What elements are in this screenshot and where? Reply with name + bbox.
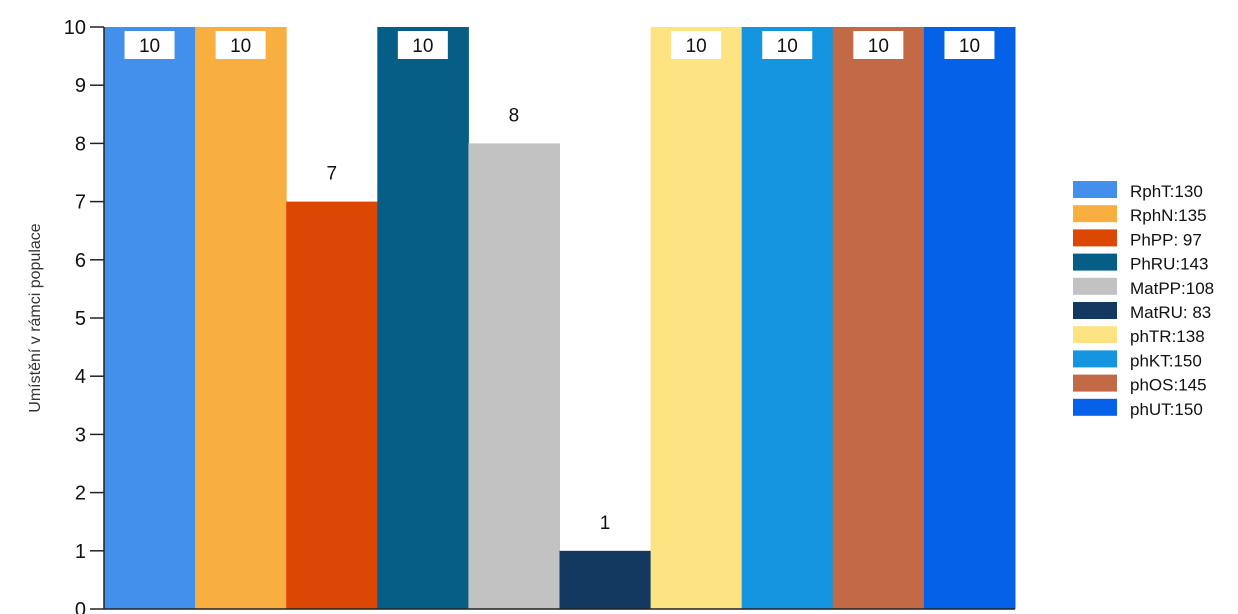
data-label-box xyxy=(397,31,448,59)
bar xyxy=(377,27,469,609)
y-axis-label: Umístění v rámci populace xyxy=(27,223,44,413)
legend-swatch xyxy=(1073,205,1117,223)
legend-swatch xyxy=(1073,350,1117,368)
data-label: 10 xyxy=(686,36,707,57)
legend-swatch xyxy=(1073,181,1117,198)
y-tick-label: 6 xyxy=(75,250,86,272)
data-label-box xyxy=(762,31,813,59)
bar xyxy=(468,143,560,609)
y-tick-label: 4 xyxy=(75,366,86,388)
bars-group xyxy=(104,27,1016,609)
y-axis: 0 1 2 3 4 5 6 7 8 9 10 xyxy=(64,17,1015,614)
legend-label: PhRU:143 xyxy=(1130,255,1208,274)
data-label: 10 xyxy=(868,36,889,57)
data-label: 10 xyxy=(412,36,433,57)
y-tick-label: 7 xyxy=(75,192,86,214)
data-label: 10 xyxy=(230,36,251,57)
bar xyxy=(923,27,1016,609)
data-label-box xyxy=(853,31,904,59)
legend-swatch xyxy=(1073,374,1117,392)
data-label-box xyxy=(944,31,995,59)
bar xyxy=(650,27,743,609)
y-tick-label: 10 xyxy=(64,17,86,39)
data-label: 10 xyxy=(959,36,980,57)
y-tick-label: 0 xyxy=(75,599,86,614)
data-label: 10 xyxy=(777,36,798,57)
legend-swatch xyxy=(1073,326,1117,344)
data-label: 10 xyxy=(139,36,160,57)
legend: RphT:130 RphN:135 PhPP: 97 PhRU:143 MatPP:10… xyxy=(1073,181,1214,419)
legend-label: RphN:135 xyxy=(1130,206,1207,225)
data-label: 8 xyxy=(509,105,520,126)
bar xyxy=(741,27,834,609)
legend-label: phUT:150 xyxy=(1130,400,1203,419)
bar xyxy=(195,27,287,609)
legend-label: MatPP:108 xyxy=(1130,279,1214,298)
legend-swatch xyxy=(1073,229,1117,247)
data-label: 7 xyxy=(326,164,337,185)
bar xyxy=(286,201,378,609)
data-label-box xyxy=(215,31,266,59)
legend-swatch xyxy=(1073,302,1117,319)
y-tick-label: 1 xyxy=(75,541,86,563)
legend-label: phKT:150 xyxy=(1130,351,1202,370)
y-tick-label: 3 xyxy=(75,424,86,446)
legend-swatch xyxy=(1073,253,1117,271)
legend-label: MatRU: 83 xyxy=(1130,303,1211,322)
data-labels-group: 10 10 7 10 8 1 10 10 10 10 xyxy=(124,31,995,534)
legend-label: phOS:145 xyxy=(1130,376,1207,395)
legend-swatch xyxy=(1073,277,1117,295)
y-tick-label: 2 xyxy=(75,483,86,505)
legend-label: PhPP: 97 xyxy=(1130,230,1202,249)
data-label-box xyxy=(671,31,722,59)
data-label-box xyxy=(124,31,175,59)
bar xyxy=(832,27,925,609)
bar xyxy=(559,550,652,609)
data-label: 1 xyxy=(600,513,611,534)
y-tick-label: 9 xyxy=(75,75,86,97)
bar xyxy=(104,27,196,609)
y-tick-label: 8 xyxy=(75,133,86,155)
y-tick-label: 5 xyxy=(75,308,86,330)
legend-swatch xyxy=(1073,398,1117,416)
legend-label: RphT:130 xyxy=(1130,182,1203,201)
legend-label: phTR:138 xyxy=(1130,327,1205,346)
